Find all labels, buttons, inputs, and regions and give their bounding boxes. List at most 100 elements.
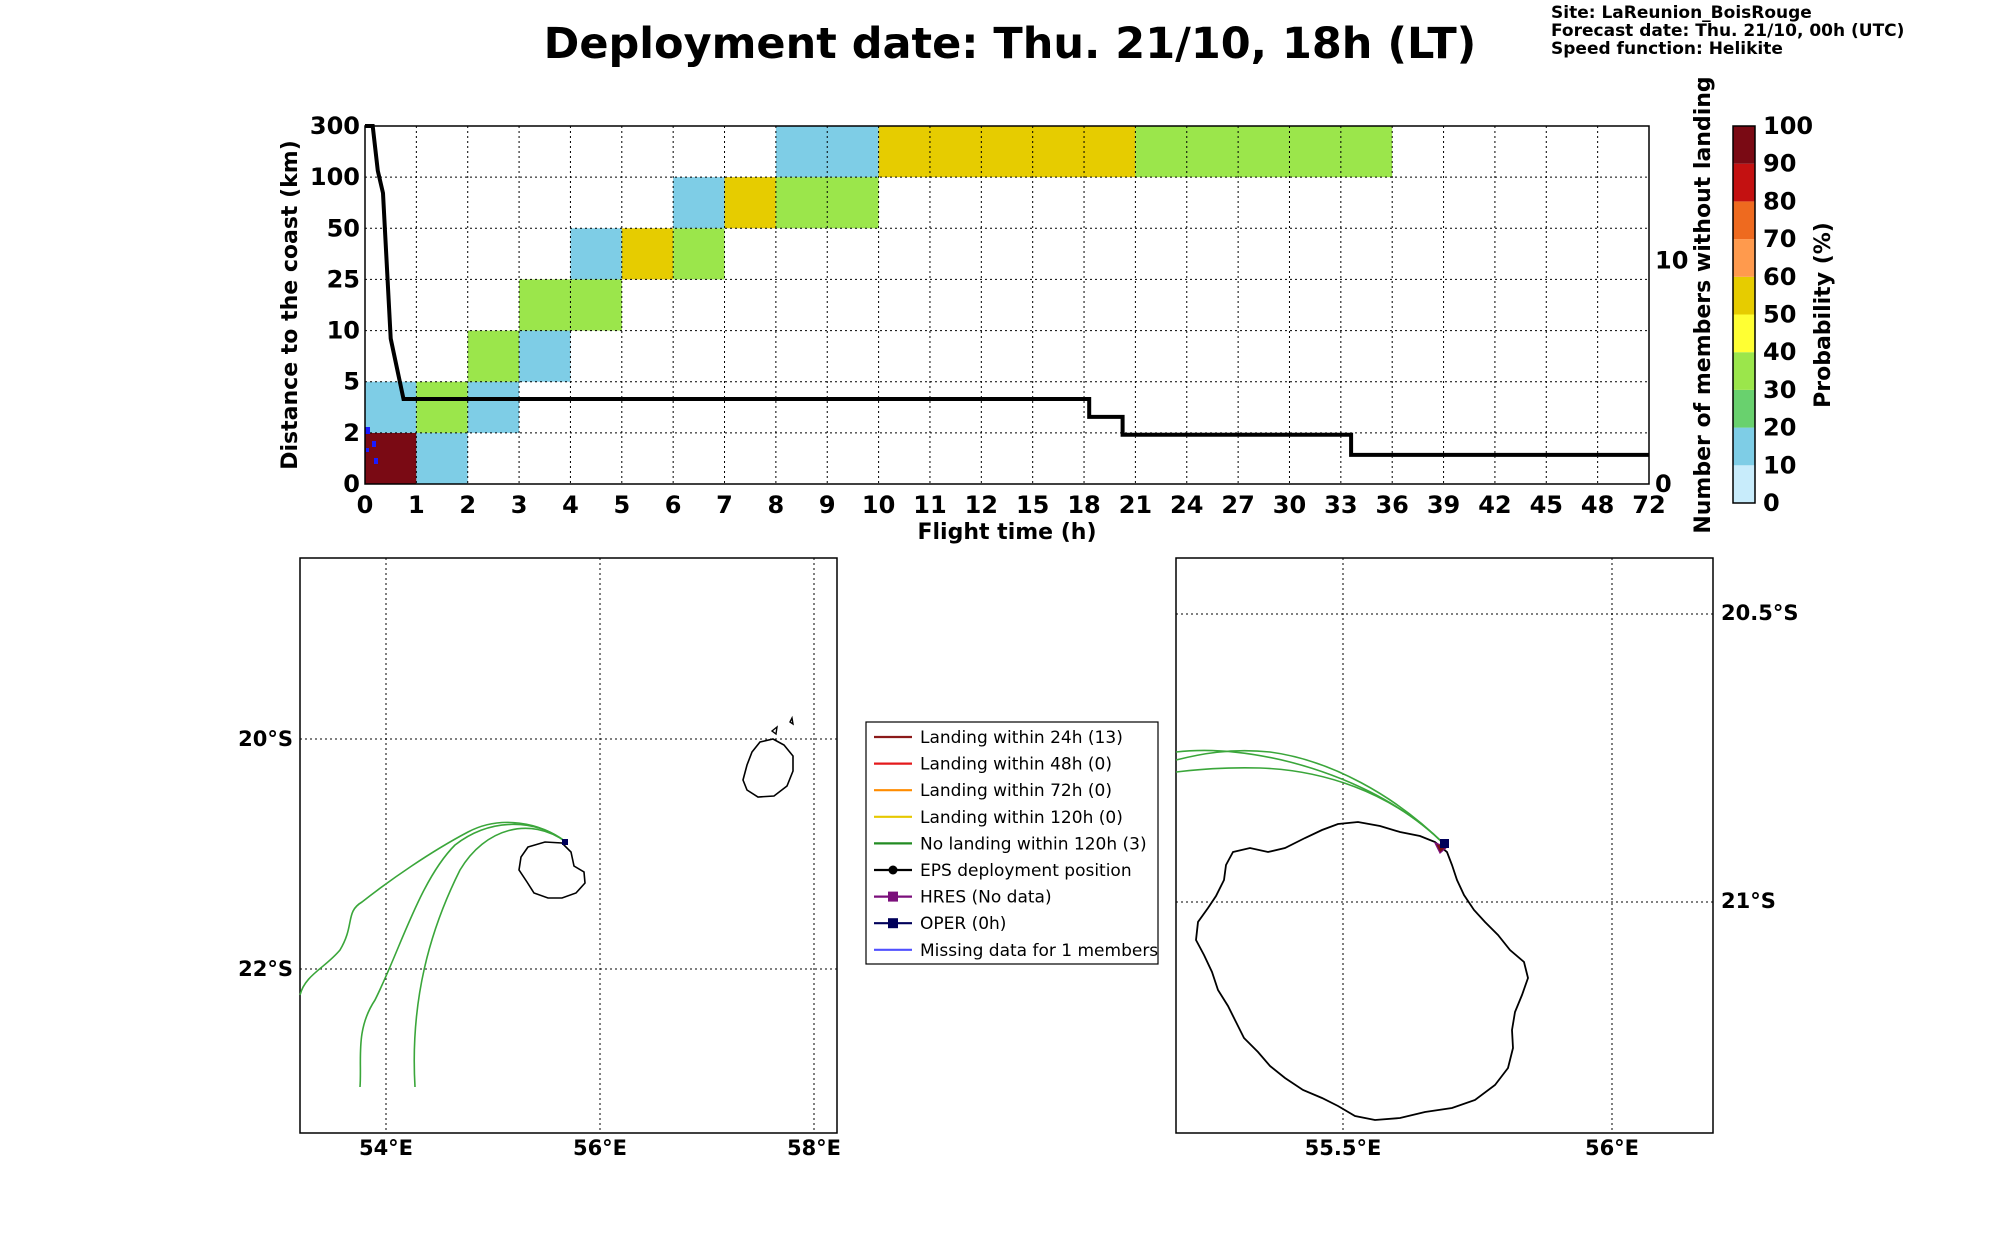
heatmap-frame: [364, 125, 1650, 485]
legend-label: Landing within 72h (0): [920, 781, 1112, 801]
legend-label: HRES (No data): [920, 888, 1052, 908]
heatmap-cell: [365, 381, 417, 433]
colorbar-tick-label: 50: [1763, 301, 1796, 329]
map-overview-graticule: [300, 558, 837, 1133]
x-tick-label: 33: [1324, 491, 1357, 519]
colorbar-swatch: [1733, 314, 1755, 353]
x-tick-label: 48: [1581, 491, 1614, 519]
x-tick-label: 11: [913, 491, 946, 519]
legend-frame: [865, 721, 1159, 965]
map-zoom-xtick: 55.5°E: [1305, 1136, 1382, 1160]
map-legend: Landing within 24h (13) Landing within 48…: [865, 721, 1159, 965]
mauritius-island-outline: [742, 738, 794, 798]
oper-marker: [562, 839, 568, 845]
x-tick-label: 18: [1067, 491, 1100, 519]
map-zoom-graticule: [1176, 558, 1713, 1133]
heatmap-grid: [365, 126, 1649, 484]
legend-label: Landing within 24h (13): [920, 728, 1123, 748]
colorbar-swatch: [1733, 389, 1755, 428]
y-tick-label: 5: [343, 368, 360, 396]
y-tick-label: 300: [310, 112, 360, 140]
colorbar-swatch: [1733, 126, 1755, 164]
heatmap-cell: [878, 126, 1136, 178]
colorbar-swatch: [1733, 427, 1755, 466]
oper-marker-zoom: [1440, 839, 1449, 848]
colorbar-swatch: [1733, 239, 1755, 277]
x-tick-label: 5: [613, 491, 630, 519]
eps-dot: [374, 458, 378, 464]
legend-label: Landing within 48h (0): [920, 755, 1112, 775]
y-tick-label: 2: [343, 419, 360, 447]
map-overview-xtick: 54°E: [359, 1136, 413, 1160]
x-tick-label: 6: [665, 491, 682, 519]
y-tick-label: 10: [327, 317, 360, 345]
heatmap-cell: [416, 432, 468, 484]
mauritius-islet: [789, 715, 794, 726]
x-tick-label: 27: [1221, 491, 1254, 519]
x-tick-label: 3: [511, 491, 528, 519]
colorbar-tick-label: 40: [1763, 338, 1796, 366]
x-tick-label: 1: [408, 491, 425, 519]
colorbar: 0 10 20 30 40 50 60 70 80 90 100 Probability (%): [1732, 112, 1836, 517]
colorbar-tick-label: 60: [1763, 263, 1796, 291]
mauritius-islet: [770, 725, 778, 736]
heatmap-cell: [570, 228, 622, 280]
x-tick-label: 2: [459, 491, 476, 519]
x-tick-label: 36: [1375, 491, 1408, 519]
y-tick-label: 50: [327, 214, 360, 242]
legend-label: EPS deployment position: [920, 861, 1132, 881]
site-label: Site: LaReunion_BoisRouge: [1551, 3, 1812, 23]
map-overview-xtick: 56°E: [573, 1136, 627, 1160]
y-tick-label: 0: [343, 470, 360, 498]
members-without-landing-line: [365, 124, 1649, 457]
legend-marker: [888, 918, 898, 929]
trajectory-line: [1175, 749, 1446, 846]
colorbar-swatch: [1733, 163, 1755, 202]
members-line-layer: [365, 124, 1649, 457]
legend-label: No landing within 120h (3): [920, 834, 1147, 854]
trajectories-zoom: [1175, 749, 1446, 846]
trajectory-line: [299, 821, 567, 996]
map-overview: 54°E 56°E 58°E 20°S 22°S: [238, 557, 841, 1160]
trajectories-overview: [299, 821, 567, 1088]
y-axis-label: Distance to the coast (km): [278, 140, 303, 470]
eps-dot: [372, 441, 376, 447]
legend-label: OPER (0h): [920, 914, 1006, 934]
colorbar-swatch: [1733, 352, 1755, 390]
eps-dots: [365, 427, 378, 464]
x-tick-label: 30: [1273, 491, 1306, 519]
colorbar-swatch: [1733, 201, 1755, 240]
colorbar-tick-label: 100: [1763, 112, 1813, 140]
heatmap-cell: [724, 177, 776, 229]
trajectory-line: [359, 823, 567, 1088]
legend-marker: [888, 891, 898, 902]
colorbar-label: Probability (%): [1811, 222, 1836, 408]
map-zoom-xtick: 56°E: [1585, 1136, 1639, 1160]
colorbar-tick-label: 30: [1763, 376, 1796, 404]
heatmap-cell: [467, 330, 520, 382]
heatmap-cells: [365, 126, 1393, 484]
trajectory-line: [1175, 767, 1446, 846]
x-tick-label: 12: [965, 491, 998, 519]
x-tick-label: 9: [819, 491, 836, 519]
heatmap-cell: [365, 432, 417, 484]
colorbar-tick-label: 80: [1763, 187, 1796, 215]
heatmap-cell: [467, 381, 520, 433]
x-tick-label: 10: [862, 491, 895, 519]
map-overview-ytick: 22°S: [238, 957, 293, 981]
colorbar-swatches: [1733, 126, 1755, 503]
reunion-island-outline: [518, 841, 586, 899]
y-tick-label: 25: [327, 265, 360, 293]
x-tick-label: 24: [1170, 491, 1203, 519]
colorbar-frame: [1732, 125, 1756, 504]
x-tick-label: 4: [562, 491, 579, 519]
eps-dot: [365, 427, 370, 434]
x-tick-label: 21: [1119, 491, 1152, 519]
map-zoom-ytick: 21°S: [1721, 889, 1776, 913]
heatmap-cell: [673, 177, 725, 229]
colorbar-tick-label: 10: [1763, 451, 1796, 479]
colorbar-swatch: [1733, 465, 1755, 503]
map-zoom: 55.5°E 56°E 20.5°S 21°S: [1175, 557, 1798, 1160]
